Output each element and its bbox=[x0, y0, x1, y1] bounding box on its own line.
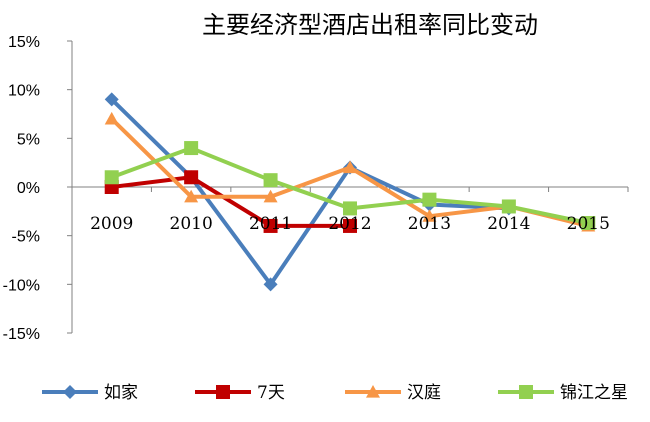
x-tick-label: 2014 bbox=[487, 214, 530, 234]
data-point bbox=[104, 92, 119, 107]
legend: 如家 7天 汉庭 锦江之星 bbox=[42, 383, 628, 403]
data-point bbox=[581, 216, 596, 231]
x-tick-label: 2013 bbox=[408, 214, 451, 234]
legend-item: 汉庭 bbox=[345, 383, 441, 403]
x-tick-label: 2015 bbox=[567, 214, 610, 234]
legend-label: 汉庭 bbox=[407, 383, 441, 403]
data-point bbox=[104, 111, 119, 125]
y-tick-label: -5% bbox=[12, 229, 40, 246]
y-tick-label: 5% bbox=[17, 131, 40, 148]
y-tick-label: -15% bbox=[3, 326, 40, 343]
legend-label: 锦江之星 bbox=[560, 383, 628, 403]
data-point bbox=[263, 218, 278, 233]
legend-marker bbox=[366, 385, 380, 398]
data-point bbox=[263, 277, 278, 292]
data-point bbox=[263, 189, 278, 203]
data-point bbox=[104, 170, 119, 185]
legend-marker bbox=[519, 385, 533, 399]
data-point bbox=[343, 201, 357, 216]
legend-item: 7天 bbox=[195, 383, 285, 403]
y-tick-label: 10% bbox=[8, 83, 40, 100]
data-point bbox=[422, 209, 437, 222]
data-point bbox=[343, 160, 357, 174]
legend-label: 如家 bbox=[104, 383, 138, 403]
data-point bbox=[184, 141, 199, 156]
legend-item: 如家 bbox=[42, 383, 138, 403]
data-point bbox=[263, 173, 278, 188]
data-point bbox=[343, 218, 357, 233]
data-point bbox=[422, 192, 437, 207]
series-layer bbox=[104, 92, 596, 292]
legend-marker bbox=[63, 385, 77, 399]
chart-title: 主要经济型酒店出租率同比变动 bbox=[202, 11, 538, 39]
data-point bbox=[184, 170, 199, 185]
series-3 bbox=[104, 141, 596, 231]
data-point bbox=[184, 189, 199, 203]
y-tick-label: 15% bbox=[8, 34, 40, 51]
y-tick-label: -10% bbox=[3, 277, 40, 294]
x-tick-label: 2010 bbox=[170, 214, 213, 234]
y-tick-label: 0% bbox=[17, 180, 40, 197]
axes: 15% 10% 5% 0% -5% -10% -15% bbox=[3, 34, 629, 343]
x-tick-label: 2012 bbox=[328, 214, 371, 234]
series-line bbox=[111, 175, 350, 228]
legend-label: 7天 bbox=[257, 383, 285, 403]
x-tick-label: 2009 bbox=[90, 214, 133, 234]
x-tick-labels: 2009 2010 2011 2012 2013 2014 2015 bbox=[90, 214, 610, 234]
legend-marker bbox=[216, 385, 230, 399]
x-tick-label: 2011 bbox=[249, 214, 292, 234]
data-point bbox=[501, 199, 516, 214]
legend-item: 锦江之星 bbox=[498, 383, 628, 403]
